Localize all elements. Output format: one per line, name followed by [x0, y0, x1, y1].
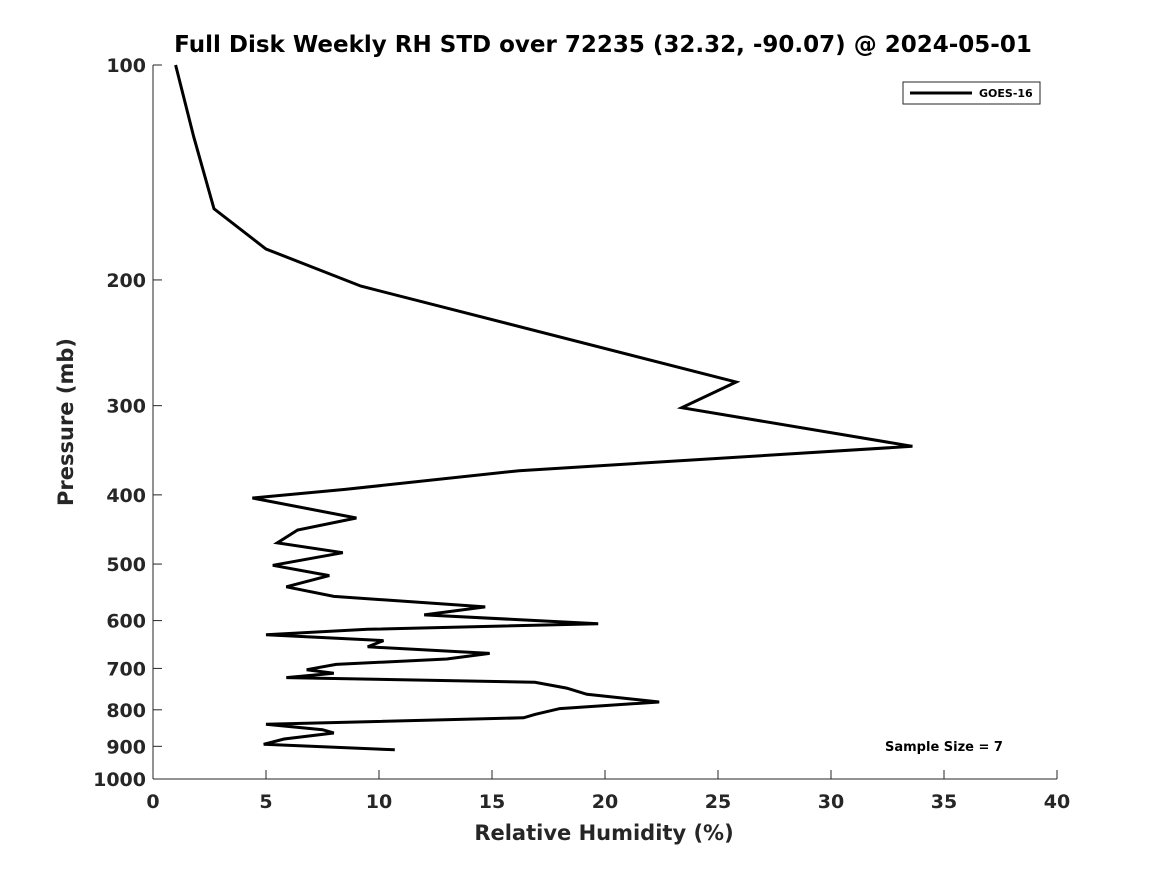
x-ticks: 0 5 10 15 20 25 30 35 40	[146, 770, 1070, 813]
x-tick-label-0: 0	[146, 791, 159, 813]
x-tick-label-30: 30	[818, 791, 844, 813]
y-tick-label-1000: 1000	[93, 769, 146, 791]
plot-area: 0 5 10 15 20 25 30 35 40 100 200 300 400 500 600 700 80…	[93, 55, 1070, 813]
x-tick-label-5: 5	[259, 791, 272, 813]
x-tick-label-20: 20	[592, 791, 618, 813]
x-tick-label-35: 35	[931, 791, 957, 813]
legend-label-goes-16: GOES-16	[979, 87, 1033, 100]
y-tick-label-700: 700	[106, 658, 146, 680]
y-tick-label-100: 100	[106, 55, 146, 77]
x-tick-label-10: 10	[366, 791, 392, 813]
y-tick-label-900: 900	[106, 736, 146, 758]
sample-size-annotation: Sample Size = 7	[885, 740, 1003, 755]
y-ticks: 100 200 300 400 500 600 700 800 900 1000	[93, 55, 162, 791]
y-axis-label: Pressure (mb)	[54, 338, 78, 506]
y-tick-label-200: 200	[106, 270, 146, 292]
chart-title: Full Disk Weekly RH STD over 72235 (32.3…	[174, 32, 1032, 58]
y-tick-label-500: 500	[106, 554, 146, 576]
legend: GOES-16	[902, 81, 1041, 105]
series-line-goes-16	[174, 64, 913, 752]
y-tick-label-400: 400	[106, 485, 146, 507]
series-layer	[174, 64, 913, 752]
x-axis-label: Relative Humidity (%)	[474, 821, 733, 845]
x-tick-label-15: 15	[479, 791, 505, 813]
y-tick-label-300: 300	[106, 396, 146, 418]
y-tick-label-800: 800	[106, 700, 146, 722]
x-tick-label-25: 25	[705, 791, 731, 813]
x-tick-label-40: 40	[1044, 791, 1070, 813]
y-tick-label-600: 600	[106, 611, 146, 633]
